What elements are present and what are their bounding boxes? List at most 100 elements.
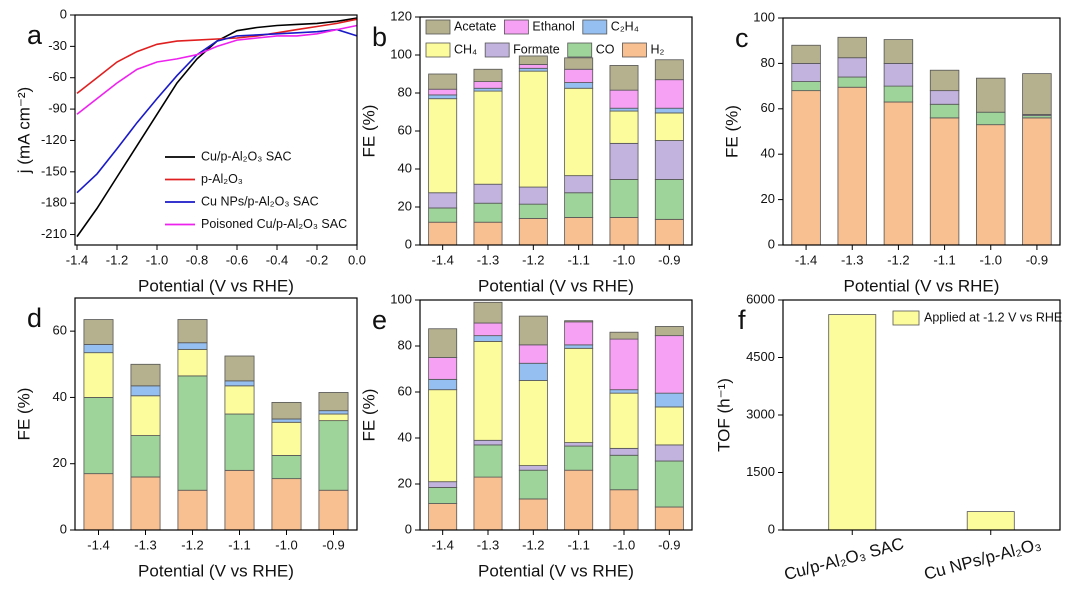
bar	[1022, 117, 1052, 246]
legend-label: Cu NPs/p-Al₂O₃ SAC	[201, 194, 319, 208]
y-tick-label: 80	[398, 337, 412, 352]
panel-label: c	[735, 23, 749, 53]
x-tick-label: -1.1	[933, 252, 955, 267]
bar	[271, 455, 302, 480]
bar	[976, 77, 1006, 113]
y-tick-label: 60	[398, 122, 412, 137]
bar	[473, 340, 503, 441]
x-tick-label: -1.1	[567, 252, 589, 267]
line-series	[76, 18, 358, 95]
bar	[654, 326, 684, 337]
bar	[828, 314, 877, 531]
bar	[473, 439, 503, 446]
bar	[1022, 73, 1052, 115]
bar	[609, 179, 639, 218]
y-tick-label: -150	[41, 163, 67, 178]
x-tick-label: -1.4	[795, 252, 817, 267]
legend-swatch	[892, 310, 920, 326]
panel-label: f	[738, 305, 746, 335]
bar	[564, 82, 594, 89]
bar	[224, 385, 255, 415]
bar	[518, 203, 548, 219]
bar	[609, 89, 639, 109]
x-tick-label: -1.1	[567, 537, 589, 552]
bar	[428, 481, 458, 488]
bar	[473, 183, 503, 204]
x-tick-label: -0.8	[186, 252, 208, 267]
y-axis-label: FE (%)	[14, 388, 33, 441]
y-axis-label: TOF (h⁻¹)	[714, 378, 733, 452]
bar	[518, 362, 548, 381]
x-tick-label: -1.0	[613, 537, 635, 552]
x-tick-label: 0.0	[348, 252, 366, 267]
bar	[564, 445, 594, 471]
bar	[518, 465, 548, 471]
bar	[883, 39, 914, 64]
x-tick-label: -1.2	[522, 537, 544, 552]
x-tick-label: -1.4	[431, 252, 453, 267]
bar	[654, 406, 684, 446]
panel-label: b	[372, 22, 387, 52]
bar	[518, 498, 548, 531]
bar	[318, 392, 349, 412]
x-tick-label: -0.9	[1026, 252, 1048, 267]
bar	[518, 315, 548, 346]
legend-swatch	[425, 19, 451, 35]
bar	[609, 489, 639, 531]
bar	[428, 207, 458, 223]
bar	[224, 355, 255, 382]
plot-frame	[782, 299, 1061, 531]
x-tick-label: -0.6	[226, 252, 248, 267]
bar	[654, 392, 684, 408]
bar	[654, 444, 684, 462]
y-tick-label: 4500	[746, 349, 775, 364]
bar	[130, 476, 161, 531]
x-tick-label: Cu/p-Al₂O₃ SAC	[782, 534, 906, 584]
bar	[428, 73, 458, 90]
bar	[976, 111, 1006, 126]
bar	[473, 301, 503, 324]
bar	[564, 320, 594, 323]
panel: f 0 1500 3000 4500 6000 TOF (h⁻¹) Cu/p-Al₂O₃ SA…	[714, 291, 1062, 584]
panel: d 0 20 40 60 FE (%) Potential (V vs RHE) -1.4 -1…	[14, 297, 358, 580]
x-axis-label: Potential (V vs RHE)	[844, 276, 1000, 295]
y-tick-label: -210	[41, 226, 67, 241]
bar	[473, 202, 503, 223]
bar	[966, 511, 1015, 531]
plot-frame	[74, 297, 358, 531]
bar	[609, 447, 639, 456]
y-tick-label: -180	[41, 195, 67, 210]
line-series	[76, 28, 358, 194]
bar	[83, 319, 114, 345]
bar	[130, 395, 161, 436]
bar	[318, 410, 349, 415]
x-tick-label: -0.9	[658, 252, 680, 267]
bar	[609, 454, 639, 491]
bar	[883, 101, 914, 246]
bar	[271, 478, 302, 531]
y-tick-label: 6000	[746, 291, 775, 306]
x-tick-label: -1.4	[431, 537, 453, 552]
y-axis-label: FE (%)	[359, 389, 378, 442]
bar	[224, 413, 255, 471]
x-tick-label: -1.0	[980, 252, 1002, 267]
bar	[83, 343, 114, 354]
y-axis-label: FE (%)	[359, 105, 378, 158]
bar	[609, 65, 639, 91]
bar	[428, 503, 458, 531]
y-tick-label: -30	[48, 38, 67, 53]
x-tick-label: -1.2	[887, 252, 909, 267]
bar	[318, 489, 349, 531]
bar	[518, 469, 548, 500]
bar	[609, 338, 639, 391]
y-tick-label: 20	[53, 455, 67, 470]
x-tick-label: -0.2	[306, 252, 328, 267]
x-tick-label: -1.2	[522, 252, 544, 267]
legend-label: CH₄	[454, 42, 477, 56]
legend-label: H₂	[650, 42, 664, 56]
bar	[564, 68, 594, 83]
bar	[177, 348, 208, 377]
bar	[837, 57, 867, 78]
bar	[428, 378, 458, 391]
